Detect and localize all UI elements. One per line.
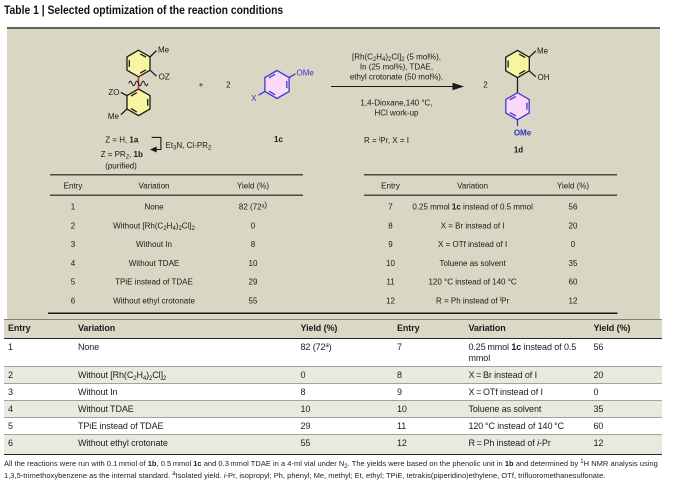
svg-text:1c: 1c <box>274 135 283 144</box>
svg-text:Variation: Variation <box>139 182 170 191</box>
svg-text:3: 3 <box>71 240 76 249</box>
svg-text:56: 56 <box>569 203 578 212</box>
svg-text:Me: Me <box>108 112 120 121</box>
svg-text:Yield (%): Yield (%) <box>237 182 269 191</box>
svg-text:Me: Me <box>537 47 549 56</box>
svg-text:OH: OH <box>538 73 550 82</box>
svg-text:8: 8 <box>251 240 256 249</box>
svg-text:Et3N, Cl-PR2: Et3N, Cl-PR2 <box>166 141 212 152</box>
svg-text:Entry: Entry <box>64 182 83 191</box>
svg-text:Variation: Variation <box>457 182 488 191</box>
svg-text:ethyl crotonate (50 mol%),: ethyl crotonate (50 mol%), <box>350 73 443 82</box>
svg-text:Toluene as solvent: Toluene as solvent <box>439 259 506 268</box>
svg-text:12: 12 <box>569 296 578 305</box>
svg-text:OZ: OZ <box>159 73 170 82</box>
svg-text:ZO: ZO <box>108 88 119 97</box>
svg-text:X = OTf instead of I: X = OTf instead of I <box>438 240 507 249</box>
svg-text:(purified): (purified) <box>105 162 137 171</box>
svg-text:X: X <box>251 94 257 103</box>
svg-text:0: 0 <box>251 221 256 230</box>
svg-text:Yield (%): Yield (%) <box>557 182 589 191</box>
svg-text:55: 55 <box>249 296 258 305</box>
svg-text:29: 29 <box>249 278 258 287</box>
svg-text:+: + <box>199 81 204 90</box>
svg-text:10: 10 <box>249 259 258 268</box>
svg-text:Without In: Without In <box>136 240 172 249</box>
svg-text:20: 20 <box>569 221 578 230</box>
svg-text:X = Br instead of I: X = Br instead of I <box>441 221 505 230</box>
svg-text:[Rh(C2H4)2Cl]2 (5 mol%),: [Rh(C2H4)2Cl]2 (5 mol%), <box>352 53 441 64</box>
svg-text:1d: 1d <box>514 146 523 155</box>
svg-text:5: 5 <box>71 278 76 287</box>
svg-text:2: 2 <box>483 81 488 90</box>
svg-text:HCl work-up: HCl work-up <box>374 109 419 118</box>
svg-text:Entry: Entry <box>381 182 400 191</box>
svg-text:120 °C instead of 140 °C: 120 °C instead of 140 °C <box>428 278 516 287</box>
svg-text:TPiE instead of TDAE: TPiE instead of TDAE <box>115 278 193 287</box>
svg-text:2: 2 <box>226 81 231 90</box>
svg-text:OMe: OMe <box>514 129 532 138</box>
svg-text:Without TDAE: Without TDAE <box>129 259 180 268</box>
svg-text:None: None <box>144 203 164 212</box>
svg-text:Without [Rh(C2H4)2Cl]2: Without [Rh(C2H4)2Cl]2 <box>113 221 196 232</box>
svg-text:82 (72a): 82 (72a) <box>239 201 267 212</box>
svg-text:8: 8 <box>388 221 393 230</box>
svg-text:0: 0 <box>571 240 576 249</box>
svg-text:9: 9 <box>388 240 393 249</box>
svg-text:Me: Me <box>158 46 170 55</box>
svg-text:10: 10 <box>386 259 395 268</box>
svg-text:2: 2 <box>71 221 76 230</box>
svg-text:4: 4 <box>71 259 76 268</box>
svg-text:11: 11 <box>386 278 395 287</box>
svg-text:0.25 mmol 1c instead of 0.5 mm: 0.25 mmol 1c instead of 0.5 mmol <box>412 203 533 212</box>
svg-text:1,4-Dioxane,140 °C,: 1,4-Dioxane,140 °C, <box>360 99 432 108</box>
svg-text:7: 7 <box>388 203 393 212</box>
svg-text:R = iPr, X = I: R = iPr, X = I <box>364 136 409 145</box>
svg-text:35: 35 <box>569 259 578 268</box>
svg-text:R = Ph instead of iPr: R = Ph instead of iPr <box>436 296 510 305</box>
svg-text:12: 12 <box>386 296 395 305</box>
svg-text:Without ethyl crotonate: Without ethyl crotonate <box>113 296 195 305</box>
svg-text:6: 6 <box>71 296 76 305</box>
svg-text:OMe: OMe <box>297 69 315 78</box>
svg-text:60: 60 <box>569 278 578 287</box>
svg-text:In (25 mol%), TDAE,: In (25 mol%), TDAE, <box>360 63 433 72</box>
svg-text:Z = PR2, 1b: Z = PR2, 1b <box>101 150 143 161</box>
svg-text:Z = H, 1a: Z = H, 1a <box>105 136 139 145</box>
svg-text:1: 1 <box>71 203 76 212</box>
